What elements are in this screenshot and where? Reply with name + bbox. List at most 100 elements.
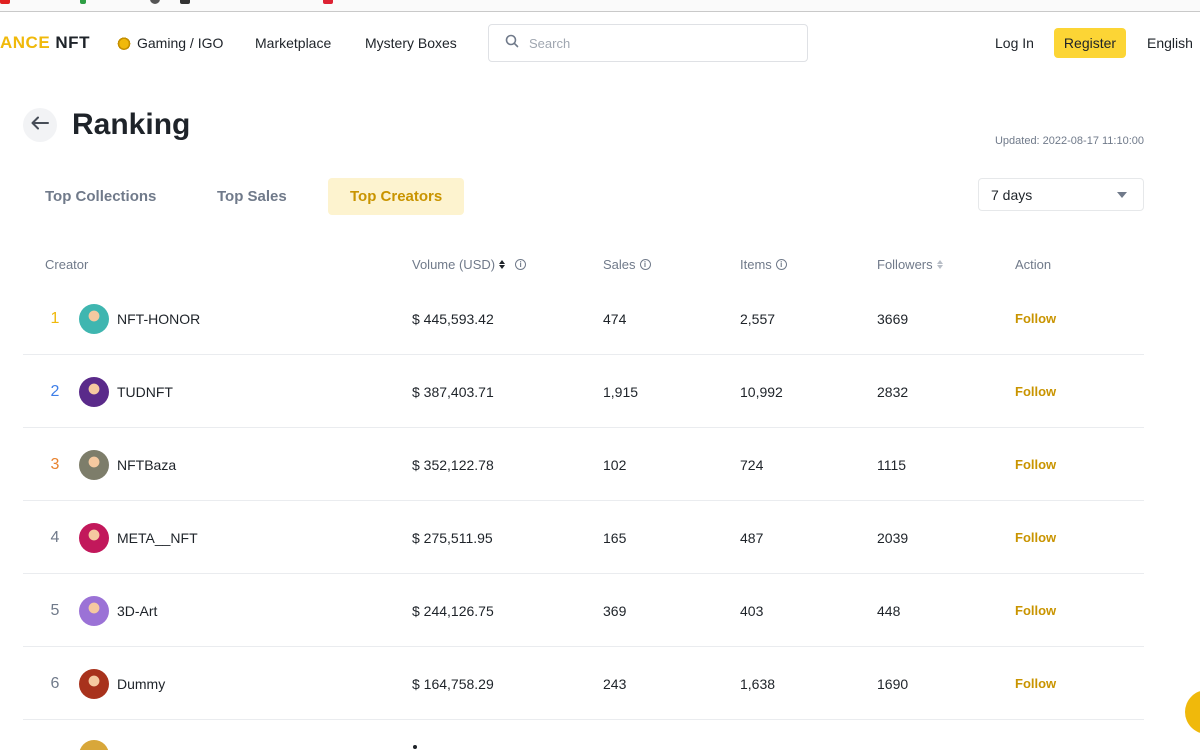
header-action: Action bbox=[1015, 257, 1051, 272]
header-followers[interactable]: Followers bbox=[877, 257, 943, 272]
creator-name[interactable]: NFT-HONOR bbox=[117, 310, 201, 327]
avatar[interactable] bbox=[79, 596, 109, 626]
tab-top-creators[interactable]: Top Creators bbox=[328, 178, 465, 215]
sales-value: 369 bbox=[603, 602, 627, 619]
logo-text-part2: NFT bbox=[55, 33, 90, 52]
bookmark-item[interactable] bbox=[150, 0, 160, 4]
sales-value: 474 bbox=[603, 310, 627, 327]
rank-number: 4 bbox=[50, 528, 60, 546]
bookmark-item[interactable] bbox=[323, 0, 333, 4]
tab-top-collections[interactable]: Top Collections bbox=[45, 188, 157, 205]
items-value: 1,638 bbox=[740, 675, 776, 692]
info-icon[interactable]: i bbox=[775, 259, 787, 270]
items-value: 10,992 bbox=[740, 383, 783, 400]
rank-number: 2 bbox=[50, 382, 60, 400]
top-navbar: ANCE NFT Gaming / IGO Marketplace Myster… bbox=[0, 13, 1200, 73]
header-label: Volume (USD) bbox=[412, 257, 496, 272]
rank-number: 5 bbox=[50, 601, 60, 619]
creator-name[interactable]: TUDNFT bbox=[117, 383, 173, 400]
followers-value: 2832 bbox=[877, 383, 909, 400]
creator-name[interactable]: META__NFT bbox=[117, 529, 198, 546]
period-value: 7 days bbox=[991, 186, 1033, 203]
table-row[interactable]: 6 Dummy $ 164,758.29 243 1,638 1690 Foll… bbox=[23, 647, 1144, 720]
follow-button[interactable]: Follow bbox=[1015, 676, 1057, 691]
sort-icon[interactable] bbox=[936, 260, 943, 269]
avatar[interactable] bbox=[79, 377, 109, 407]
header-volume[interactable]: Volume (USD) i bbox=[412, 257, 527, 272]
followers-value: 1690 bbox=[877, 675, 909, 692]
search-icon bbox=[505, 34, 519, 53]
rank-number: 1 bbox=[50, 309, 60, 327]
volume-value bbox=[413, 745, 417, 749]
sales-value: 243 bbox=[603, 675, 627, 692]
info-icon[interactable]: i bbox=[515, 259, 527, 270]
table-row[interactable]: 3 NFTBaza $ 352,122.78 102 724 1115 Foll… bbox=[23, 428, 1144, 501]
follow-button[interactable]: Follow bbox=[1015, 603, 1057, 618]
volume-value: $ 275,511.95 bbox=[412, 529, 493, 546]
caret-down-icon bbox=[1117, 192, 1127, 198]
header-label: Creator bbox=[45, 257, 89, 272]
nav-label: Mystery Boxes bbox=[365, 35, 457, 51]
volume-value: $ 387,403.71 bbox=[412, 383, 494, 400]
creator-name[interactable]: NFTBaza bbox=[117, 456, 177, 473]
table-row[interactable]: 5 3D-Art $ 244,126.75 369 403 448 Follow bbox=[23, 574, 1144, 647]
volume-value: $ 352,122.78 bbox=[412, 456, 494, 473]
header-label: Followers bbox=[877, 257, 933, 272]
header-creator: Creator bbox=[45, 257, 88, 272]
bookmark-item[interactable] bbox=[180, 0, 190, 4]
header-sales: Sales i bbox=[603, 257, 651, 272]
header-label: Items bbox=[740, 257, 772, 272]
rank-number: 3 bbox=[50, 455, 60, 473]
table-row[interactable]: 1 NFT-HONOR $ 445,593.42 474 2,557 3669 … bbox=[23, 282, 1144, 355]
creator-name[interactable]: 3D-Art bbox=[117, 602, 158, 619]
floating-action-button[interactable] bbox=[1185, 690, 1200, 734]
followers-value: 2039 bbox=[877, 529, 909, 546]
header-label: Action bbox=[1015, 257, 1052, 272]
sales-value: 1,915 bbox=[603, 383, 639, 400]
follow-button[interactable]: Follow bbox=[1015, 311, 1057, 326]
search-input[interactable] bbox=[529, 35, 789, 51]
login-link[interactable]: Log In bbox=[995, 35, 1034, 51]
avatar[interactable] bbox=[79, 304, 109, 334]
table-row[interactable]: 4 META__NFT $ 275,511.95 165 487 2039 Fo… bbox=[23, 501, 1144, 574]
volume-value: $ 164,758.29 bbox=[412, 675, 494, 692]
nav-marketplace[interactable]: Marketplace bbox=[255, 35, 331, 51]
brand-logo[interactable]: ANCE NFT bbox=[0, 33, 90, 53]
nav-gaming-igo[interactable]: Gaming / IGO bbox=[117, 35, 223, 51]
bookmark-item[interactable] bbox=[80, 0, 86, 4]
avatar[interactable] bbox=[79, 523, 109, 553]
items-value: 724 bbox=[740, 456, 764, 473]
header-items: Items i bbox=[740, 257, 787, 272]
follow-button[interactable]: Follow bbox=[1015, 530, 1057, 545]
followers-value: 448 bbox=[877, 602, 901, 619]
creator-name[interactable]: Dummy bbox=[117, 675, 166, 692]
rank-number: 6 bbox=[50, 674, 60, 692]
nav-mystery-boxes[interactable]: Mystery Boxes bbox=[365, 35, 457, 51]
period-select[interactable]: 7 days bbox=[978, 178, 1144, 211]
info-icon[interactable]: i bbox=[639, 259, 651, 270]
table-row[interactable]: 2 TUDNFT $ 387,403.71 1,915 10,992 2832 … bbox=[23, 355, 1144, 428]
followers-value: 3669 bbox=[877, 310, 909, 327]
logo-text-part1: ANCE bbox=[0, 33, 51, 52]
search-box[interactable] bbox=[488, 24, 808, 62]
header-label: Sales bbox=[603, 257, 636, 272]
volume-value: $ 445,593.42 bbox=[412, 310, 494, 327]
nav-label: Marketplace bbox=[255, 35, 332, 51]
arrow-left-icon bbox=[31, 116, 49, 135]
follow-button[interactable]: Follow bbox=[1015, 457, 1057, 472]
nav-label: Gaming / IGO bbox=[137, 35, 224, 51]
volume-value: $ 244,126.75 bbox=[412, 602, 494, 619]
follow-button[interactable]: Follow bbox=[1015, 384, 1057, 399]
bookmarks-bar bbox=[0, 0, 1200, 12]
page-title: Ranking bbox=[72, 108, 191, 141]
bookmark-item[interactable] bbox=[0, 0, 10, 4]
register-button[interactable]: Register bbox=[1054, 28, 1126, 58]
avatar[interactable] bbox=[79, 669, 109, 699]
avatar[interactable] bbox=[79, 740, 109, 750]
avatar[interactable] bbox=[79, 450, 109, 480]
back-button[interactable] bbox=[23, 108, 57, 142]
updated-timestamp: Updated: 2022-08-17 11:10:00 bbox=[994, 135, 1144, 147]
sort-icon[interactable] bbox=[499, 260, 506, 269]
tab-top-sales[interactable]: Top Sales bbox=[217, 188, 287, 205]
language-selector[interactable]: English bbox=[1147, 35, 1193, 51]
